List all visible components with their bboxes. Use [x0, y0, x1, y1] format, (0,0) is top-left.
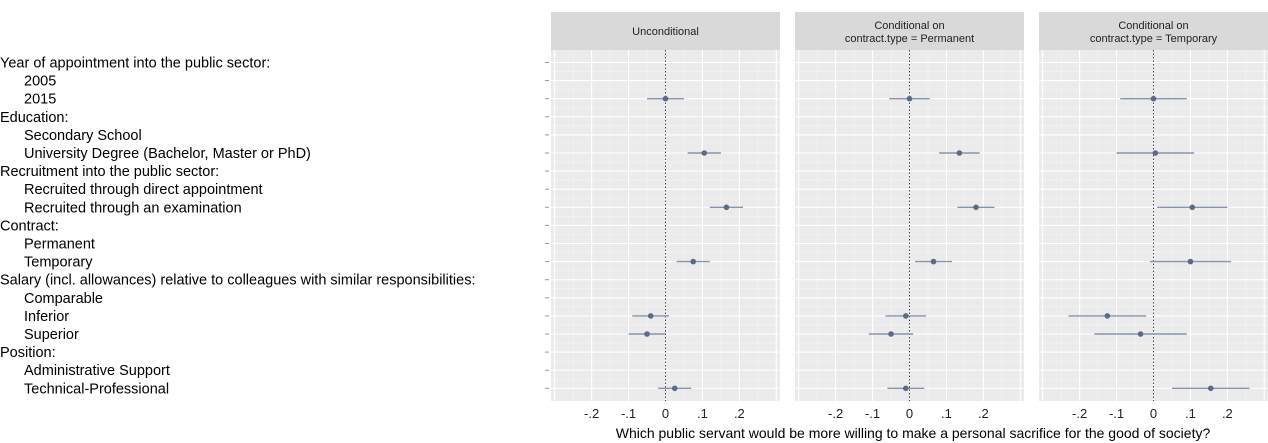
facet-strip-label: Conditional on	[874, 20, 944, 32]
point-estimate	[723, 204, 730, 211]
row-category-label: Recruited through direct appointment	[24, 182, 263, 198]
row-group-label: Year of appointment into the public sect…	[0, 56, 270, 72]
point-estimate	[644, 331, 650, 337]
x-tick-label: .1	[1185, 406, 1196, 421]
point-estimate	[1189, 204, 1196, 211]
row-category-label: Temporary	[24, 255, 93, 271]
x-tick-label: .2	[1222, 406, 1233, 421]
point-estimate	[906, 95, 913, 102]
point-estimate	[690, 258, 697, 265]
point-estimate	[903, 313, 909, 319]
facet-strip-label: Unconditional	[632, 26, 699, 38]
x-tick-label: -.1	[621, 406, 636, 421]
row-category-label: Superior	[24, 327, 79, 343]
row-category-label: Secondary School	[24, 128, 142, 144]
row-group-label: Recruitment into the public sector:	[0, 164, 219, 180]
row-category-label: Permanent	[24, 237, 95, 253]
row-category-label: Administrative Support	[24, 363, 170, 379]
row-group-label: Education:	[0, 110, 69, 126]
facet-strip-label: contract.type = Permanent	[845, 33, 974, 45]
facet-panel: Unconditional -.2 -.1 0 .1 .2	[551, 12, 780, 421]
row-group-label: Contract:	[0, 218, 59, 234]
facet-strip	[551, 12, 780, 50]
facet-strip-label: contract.type = Temporary	[1090, 33, 1218, 45]
point-estimate	[903, 385, 909, 392]
point-estimate	[662, 95, 669, 102]
row-category-label: Recruited through an examination	[24, 200, 242, 216]
x-tick-label: .2	[978, 406, 989, 421]
point-estimate	[930, 258, 937, 265]
row-category-label: Comparable	[24, 291, 103, 307]
point-estimate	[1150, 95, 1157, 102]
point-estimate	[671, 385, 678, 392]
point-estimate	[1152, 150, 1159, 156]
x-tick-label: -.1	[865, 406, 880, 421]
row-labels: Year of appointment into the public sect…	[0, 56, 549, 397]
point-estimate	[1137, 331, 1144, 337]
point-estimate	[888, 331, 894, 337]
row-group-label: Salary (incl. allowances) relative to co…	[0, 273, 475, 289]
x-tick-label: .2	[734, 406, 745, 421]
point-estimate	[1104, 313, 1111, 319]
x-tick-label: -.2	[1072, 406, 1087, 421]
point-estimate	[956, 150, 963, 156]
x-tick-label: -.2	[828, 406, 843, 421]
point-estimate	[973, 204, 979, 211]
row-group-label: Position:	[0, 345, 56, 361]
x-tick-label: 0	[1150, 406, 1157, 421]
x-tick-label: .1	[697, 406, 708, 421]
row-category-label: University Degree (Bachelor, Master or P…	[24, 146, 311, 162]
facet-strip	[795, 12, 1024, 50]
row-category-label: Technical-Professional	[24, 381, 169, 397]
x-tick-label: 0	[906, 406, 913, 421]
row-category-label: Inferior	[24, 309, 69, 325]
x-axis-title: Which public servant would be more willi…	[616, 425, 1211, 441]
x-tick-label: -.1	[1109, 406, 1124, 421]
row-category-label: 2005	[24, 74, 56, 90]
point-estimate	[1187, 258, 1194, 265]
x-tick-label: -.2	[584, 406, 599, 421]
point-estimate	[647, 313, 654, 319]
x-tick-label: 0	[662, 406, 669, 421]
point-estimate	[701, 150, 708, 156]
row-category-label: 2015	[24, 92, 56, 108]
facet-strip	[1039, 12, 1268, 50]
x-tick-label: .1	[941, 406, 952, 421]
facet-strip-label: Conditional on	[1118, 20, 1188, 32]
point-estimate	[1207, 385, 1214, 392]
